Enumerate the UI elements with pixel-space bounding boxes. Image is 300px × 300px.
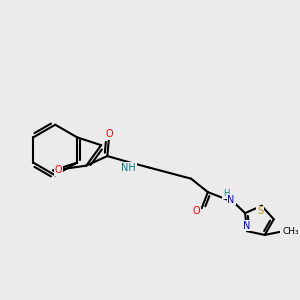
Text: N: N [243, 220, 251, 231]
Text: H: H [223, 189, 229, 198]
Text: O: O [55, 166, 62, 176]
Text: O: O [192, 206, 200, 216]
Text: N: N [227, 195, 235, 205]
Text: O: O [105, 129, 113, 139]
Text: NH: NH [121, 163, 136, 172]
Text: CH₃: CH₃ [282, 227, 299, 236]
Text: S: S [257, 206, 263, 216]
